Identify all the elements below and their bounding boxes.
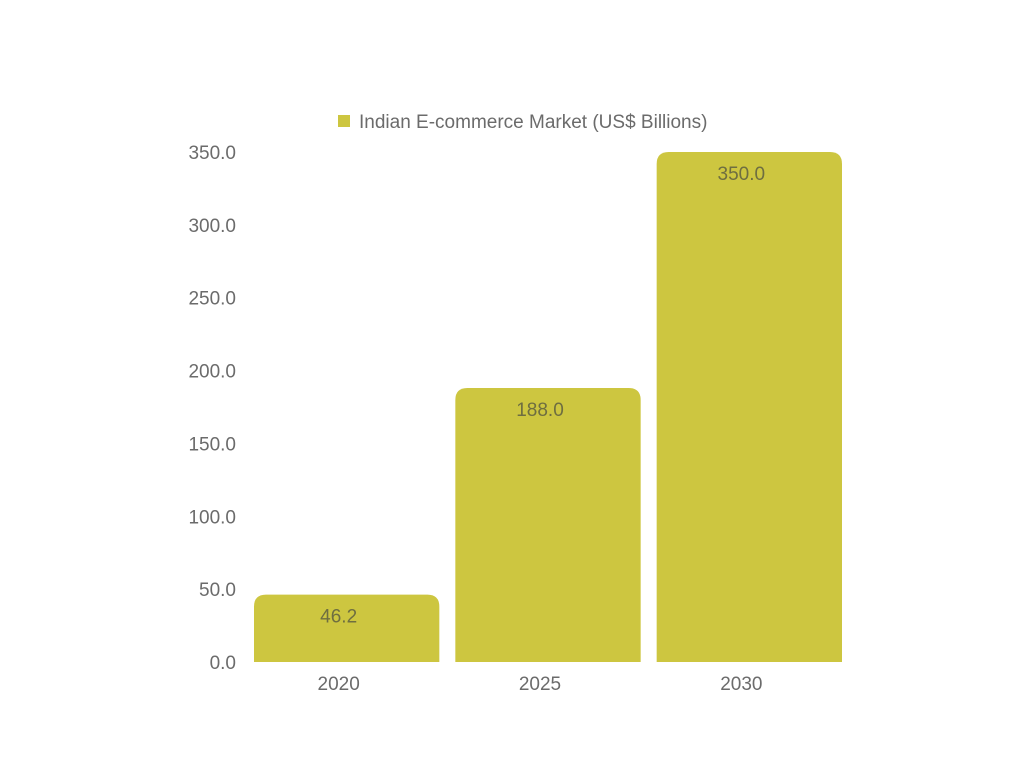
y-tick-label: 300.0	[188, 216, 236, 237]
y-tick-label: 0.0	[210, 653, 236, 674]
legend-label: Indian E-commerce Market (US$ Billions)	[359, 112, 707, 133]
bar-2020	[254, 594, 440, 662]
y-tick-label: 150.0	[188, 434, 236, 455]
x-tick-label: 2030	[720, 674, 762, 695]
bars	[254, 152, 842, 662]
data-label: 46.2	[320, 607, 357, 628]
legend: Indian E-commerce Market (US$ Billions)	[338, 112, 707, 133]
bar-2025	[455, 388, 641, 662]
data-labels: 46.2 188.0 350.0	[320, 164, 765, 628]
y-tick-label: 100.0	[188, 507, 236, 528]
x-axis: 2020 2025 2030	[318, 674, 763, 695]
data-label: 188.0	[516, 400, 564, 421]
x-tick-label: 2020	[318, 674, 360, 695]
legend-swatch	[338, 115, 350, 127]
x-tick-label: 2025	[519, 674, 561, 695]
data-label: 350.0	[718, 164, 766, 185]
y-tick-label: 50.0	[199, 580, 236, 601]
y-tick-label: 250.0	[188, 289, 236, 310]
y-tick-label: 350.0	[188, 143, 236, 164]
y-tick-label: 200.0	[188, 362, 236, 383]
y-axis: 0.0 50.0 100.0 150.0 200.0 250.0 300.0 350.0	[188, 143, 236, 674]
bar-2030	[656, 152, 842, 662]
